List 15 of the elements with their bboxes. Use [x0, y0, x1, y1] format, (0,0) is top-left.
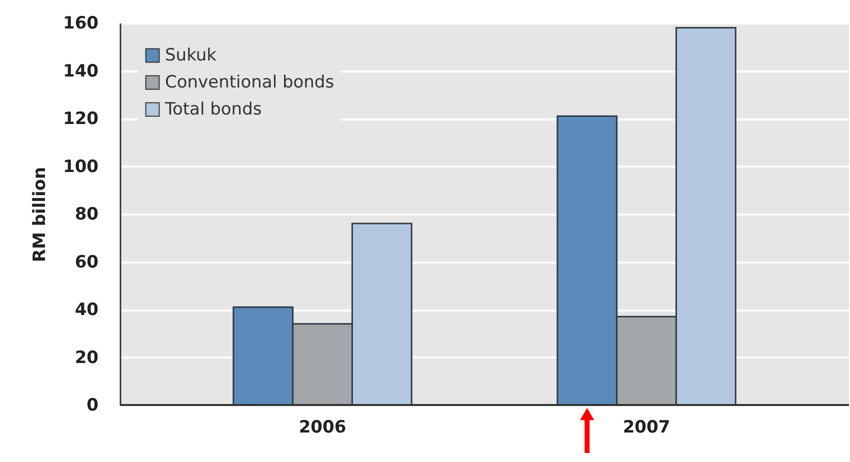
y-tick-label: 100 [63, 156, 99, 177]
y-tick-label: 20 [74, 348, 99, 368]
y-tick-label: 160 [63, 14, 99, 34]
x-tick-label: 2006 [298, 418, 346, 438]
legend-label: Conventional bonds [165, 72, 334, 92]
y-tick-label: 40 [74, 300, 99, 320]
x-tick-label: 2007 [622, 418, 670, 438]
y-axis-title: RM billion [30, 166, 50, 262]
y-tick-label: 60 [74, 252, 99, 272]
y-tick-label: 140 [63, 61, 99, 82]
legend-label: Sukuk [165, 46, 217, 66]
y-tick-label: 0 [86, 396, 99, 416]
y-tick-label: 80 [74, 204, 99, 224]
y-tick-label: 120 [63, 109, 99, 129]
legend-label: Total bonds [164, 100, 262, 120]
